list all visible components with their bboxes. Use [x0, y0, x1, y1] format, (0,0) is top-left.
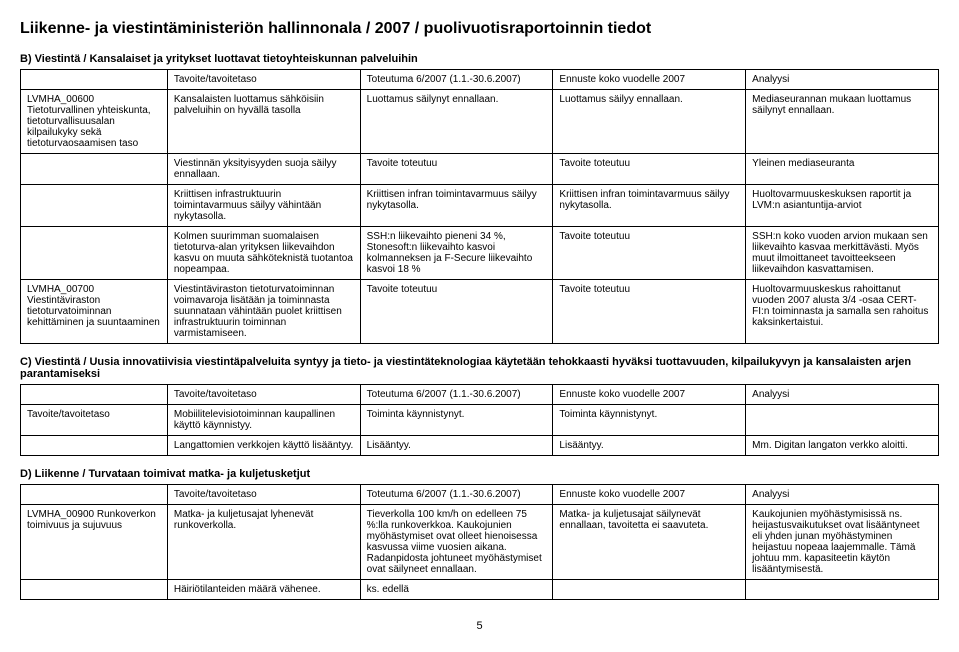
table-cell: Mm. Digitan langaton verkko aloitti.	[746, 436, 939, 456]
column-header: Tavoite/tavoitetaso	[167, 485, 360, 505]
table-cell: Yleinen mediaseuranta	[746, 154, 939, 185]
table-cell: Kriittisen infran toimintavarmuus säilyy…	[360, 185, 553, 227]
section-title: B) Viestintä / Kansalaiset ja yritykset …	[20, 53, 939, 65]
table-row: Tavoite/tavoitetasoMobiilitelevisiotoimi…	[21, 405, 939, 436]
table-cell: Kansalaisten luottamus sähköisiin palvel…	[167, 90, 360, 154]
table-cell: SSH:n koko vuoden arvion mukaan sen liik…	[746, 227, 939, 280]
column-header: Toteutuma 6/2007 (1.1.-30.6.2007)	[360, 70, 553, 90]
table-cell: Toiminta käynnistynyt.	[360, 405, 553, 436]
table-cell: Kriittisen infran toimintavarmuus säilyy…	[553, 185, 746, 227]
column-header: Tavoite/tavoitetaso	[167, 70, 360, 90]
data-table: Tavoite/tavoitetasoToteutuma 6/2007 (1.1…	[20, 384, 939, 456]
sections-container: B) Viestintä / Kansalaiset ja yritykset …	[20, 53, 939, 600]
table-cell: LVMHA_00900 Runkoverkon toimivuus ja suj…	[21, 505, 168, 580]
table-cell: Kaukojunien myöhästymisissä ns. heijastu…	[746, 505, 939, 580]
column-header: Analyysi	[746, 485, 939, 505]
table-cell: Luottamus säilynyt ennallaan.	[360, 90, 553, 154]
table-row: LVMHA_00900 Runkoverkon toimivuus ja suj…	[21, 505, 939, 580]
table-row: Kriittisen infrastruktuurin toimintavarm…	[21, 185, 939, 227]
table-cell: Tavoite toteutuu	[360, 154, 553, 185]
column-header: Toteutuma 6/2007 (1.1.-30.6.2007)	[360, 385, 553, 405]
data-table: Tavoite/tavoitetasoToteutuma 6/2007 (1.1…	[20, 69, 939, 344]
column-header: Ennuste koko vuodelle 2007	[553, 485, 746, 505]
column-header: Analyysi	[746, 70, 939, 90]
table-cell: Tieverkolla 100 km/h on edelleen 75 %:ll…	[360, 505, 553, 580]
table-row: Langattomien verkkojen käyttö lisääntyy.…	[21, 436, 939, 456]
table-header-row: Tavoite/tavoitetasoToteutuma 6/2007 (1.1…	[21, 485, 939, 505]
table-cell: Matka- ja kuljetusajat säilynevät ennall…	[553, 505, 746, 580]
column-header: Toteutuma 6/2007 (1.1.-30.6.2007)	[360, 485, 553, 505]
column-header	[21, 485, 168, 505]
page-title: Liikenne- ja viestintäministeriön hallin…	[20, 20, 939, 38]
table-cell: Huoltovarmuuskeskus rahoittanut vuoden 2…	[746, 280, 939, 344]
table-cell: Toiminta käynnistynyt.	[553, 405, 746, 436]
table-cell: Tavoite toteutuu	[553, 280, 746, 344]
column-header	[21, 385, 168, 405]
table-row: LVMHA_00700 Viestintäviraston tietoturva…	[21, 280, 939, 344]
table-cell: Matka- ja kuljetusajat lyhenevät runkove…	[167, 505, 360, 580]
table-cell	[746, 405, 939, 436]
table-cell	[21, 185, 168, 227]
table-cell: Lisääntyy.	[360, 436, 553, 456]
column-header	[21, 70, 168, 90]
table-cell: Tavoite toteutuu	[360, 280, 553, 344]
table-cell: Viestintäviraston tietoturvatoiminnan vo…	[167, 280, 360, 344]
table-cell: LVMHA_00600 Tietoturvallinen yhteiskunta…	[21, 90, 168, 154]
table-cell	[21, 154, 168, 185]
page-number: 5	[20, 620, 939, 632]
table-cell: Tavoite/tavoitetaso	[21, 405, 168, 436]
table-row: Häiriötilanteiden määrä vähenee.ks. edel…	[21, 580, 939, 600]
table-cell	[21, 580, 168, 600]
table-cell: Kolmen suurimman suomalaisen tietoturva-…	[167, 227, 360, 280]
table-header-row: Tavoite/tavoitetasoToteutuma 6/2007 (1.1…	[21, 385, 939, 405]
table-cell	[21, 227, 168, 280]
table-cell: Luottamus säilyy ennallaan.	[553, 90, 746, 154]
table-row: LVMHA_00600 Tietoturvallinen yhteiskunta…	[21, 90, 939, 154]
data-table: Tavoite/tavoitetasoToteutuma 6/2007 (1.1…	[20, 484, 939, 600]
table-cell: Langattomien verkkojen käyttö lisääntyy.	[167, 436, 360, 456]
column-header: Ennuste koko vuodelle 2007	[553, 385, 746, 405]
table-cell: LVMHA_00700 Viestintäviraston tietoturva…	[21, 280, 168, 344]
section-title: D) Liikenne / Turvataan toimivat matka- …	[20, 468, 939, 480]
table-cell: Mediaseurannan mukaan luottamus säilynyt…	[746, 90, 939, 154]
table-cell: Mobiilitelevisiotoiminnan kaupallinen kä…	[167, 405, 360, 436]
table-cell: SSH:n liikevaihto pieneni 34 %, Stonesof…	[360, 227, 553, 280]
column-header: Analyysi	[746, 385, 939, 405]
table-row: Viestinnän yksityisyyden suoja säilyy en…	[21, 154, 939, 185]
column-header: Ennuste koko vuodelle 2007	[553, 70, 746, 90]
section-title: C) Viestintä / Uusia innovatiivisia vies…	[20, 356, 939, 380]
table-cell: Kriittisen infrastruktuurin toimintavarm…	[167, 185, 360, 227]
table-cell: Viestinnän yksityisyyden suoja säilyy en…	[167, 154, 360, 185]
table-cell: Tavoite toteutuu	[553, 227, 746, 280]
table-cell: Häiriötilanteiden määrä vähenee.	[167, 580, 360, 600]
table-cell	[746, 580, 939, 600]
table-cell: Huoltovarmuuskeskuksen raportit ja LVM:n…	[746, 185, 939, 227]
table-cell: ks. edellä	[360, 580, 553, 600]
table-header-row: Tavoite/tavoitetasoToteutuma 6/2007 (1.1…	[21, 70, 939, 90]
table-cell	[553, 580, 746, 600]
table-cell	[21, 436, 168, 456]
table-cell: Lisääntyy.	[553, 436, 746, 456]
table-row: Kolmen suurimman suomalaisen tietoturva-…	[21, 227, 939, 280]
table-cell: Tavoite toteutuu	[553, 154, 746, 185]
column-header: Tavoite/tavoitetaso	[167, 385, 360, 405]
